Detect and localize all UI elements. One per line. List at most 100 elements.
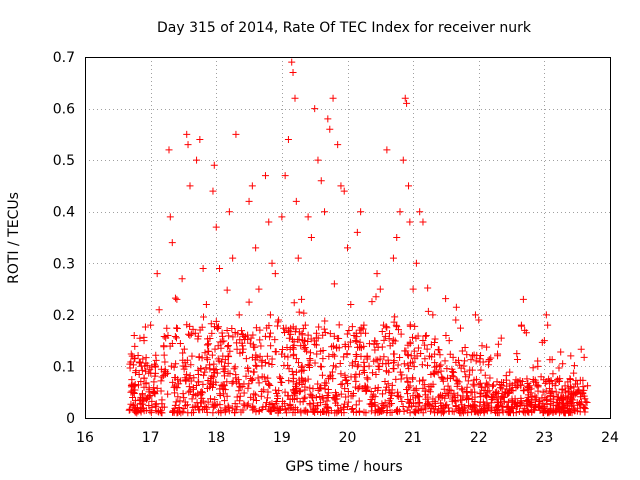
data-point-marker	[291, 94, 299, 102]
data-point-marker	[221, 408, 229, 416]
data-point-marker	[379, 360, 387, 368]
data-point-marker	[280, 361, 288, 369]
data-point-marker	[231, 400, 239, 408]
data-point-marker	[419, 218, 427, 226]
data-point-marker	[394, 361, 402, 369]
data-point-marker	[448, 365, 456, 373]
data-point-marker	[255, 379, 263, 387]
data-point-marker	[380, 401, 388, 409]
data-point-marker	[337, 390, 345, 398]
data-point-marker	[294, 254, 302, 262]
data-point-marker	[533, 381, 541, 389]
data-point-marker	[162, 370, 170, 378]
data-point-marker	[175, 403, 183, 411]
y-tick-label: 0.5	[53, 153, 75, 169]
data-point-marker	[383, 407, 391, 415]
data-point-marker	[405, 365, 413, 373]
data-point-marker	[314, 402, 322, 410]
data-point-marker	[534, 387, 542, 395]
data-point-marker	[380, 336, 388, 344]
data-point-marker	[185, 383, 193, 391]
data-point-marker	[268, 355, 276, 363]
data-point-marker	[281, 328, 289, 336]
data-point-marker	[157, 377, 165, 385]
data-point-marker	[168, 339, 176, 347]
data-point-marker	[344, 403, 352, 411]
data-point-marker	[301, 393, 309, 401]
data-point-marker	[412, 334, 420, 342]
data-point-marker	[394, 326, 402, 334]
data-point-marker	[580, 404, 588, 412]
data-point-marker	[281, 406, 289, 414]
data-point-marker	[228, 324, 236, 332]
data-point-marker	[221, 372, 229, 380]
data-point-marker	[397, 393, 405, 401]
data-point-marker	[142, 367, 150, 375]
data-point-marker	[520, 408, 528, 416]
data-point-marker	[195, 353, 203, 361]
data-point-marker	[188, 352, 196, 360]
data-point-marker	[300, 337, 308, 345]
data-point-marker	[231, 329, 239, 337]
data-point-marker	[139, 355, 147, 363]
data-point-marker	[130, 389, 138, 397]
data-point-marker	[244, 400, 252, 408]
x-tick-label: 21	[404, 430, 422, 446]
data-point-marker	[495, 401, 503, 409]
data-point-marker	[470, 382, 478, 390]
data-point-marker	[569, 401, 577, 409]
data-point-marker	[135, 370, 143, 378]
data-point-marker	[367, 387, 375, 395]
data-point-marker	[300, 395, 308, 403]
data-point-marker	[295, 308, 303, 316]
data-point-marker	[328, 343, 336, 351]
x-tick-label: 23	[535, 430, 553, 446]
data-point-marker	[164, 331, 172, 339]
data-point-marker	[567, 384, 575, 392]
data-point-marker	[290, 350, 298, 358]
data-point-marker	[287, 404, 295, 412]
data-point-marker	[138, 366, 146, 374]
data-point-marker	[278, 346, 286, 354]
data-point-marker	[256, 352, 264, 360]
data-point-marker	[497, 334, 505, 342]
data-point-marker	[443, 365, 451, 373]
data-point-marker	[397, 375, 405, 383]
data-point-marker	[233, 345, 241, 353]
data-point-marker	[224, 341, 232, 349]
data-point-marker	[229, 333, 237, 341]
data-point-marker	[285, 328, 293, 336]
data-point-marker	[257, 392, 265, 400]
data-point-marker	[532, 394, 540, 402]
data-point-marker	[165, 146, 173, 154]
data-point-marker	[437, 367, 445, 375]
data-point-marker	[534, 357, 542, 365]
data-point-marker	[454, 380, 462, 388]
data-point-marker	[290, 374, 298, 382]
data-point-marker	[547, 376, 555, 384]
data-point-marker	[266, 329, 274, 337]
data-point-marker	[282, 409, 290, 417]
data-point-marker	[172, 360, 180, 368]
data-point-marker	[482, 391, 490, 399]
data-point-marker	[396, 354, 404, 362]
data-point-marker	[278, 402, 286, 410]
data-point-marker	[224, 402, 232, 410]
data-point-marker	[236, 392, 244, 400]
data-point-marker	[478, 342, 486, 350]
data-point-marker	[436, 351, 444, 359]
data-point-marker	[353, 363, 361, 371]
x-tick-label: 16	[76, 430, 94, 446]
data-point-marker	[502, 372, 510, 380]
data-point-marker	[517, 381, 525, 389]
data-point-marker	[364, 375, 372, 383]
data-point-marker	[289, 386, 297, 394]
data-point-marker	[292, 197, 300, 205]
data-point-marker	[281, 172, 289, 180]
data-point-marker	[570, 406, 578, 414]
data-point-marker	[183, 321, 191, 329]
data-point-marker	[311, 340, 319, 348]
data-point-marker	[556, 375, 564, 383]
data-point-marker	[278, 379, 286, 387]
data-point-marker	[197, 365, 205, 373]
